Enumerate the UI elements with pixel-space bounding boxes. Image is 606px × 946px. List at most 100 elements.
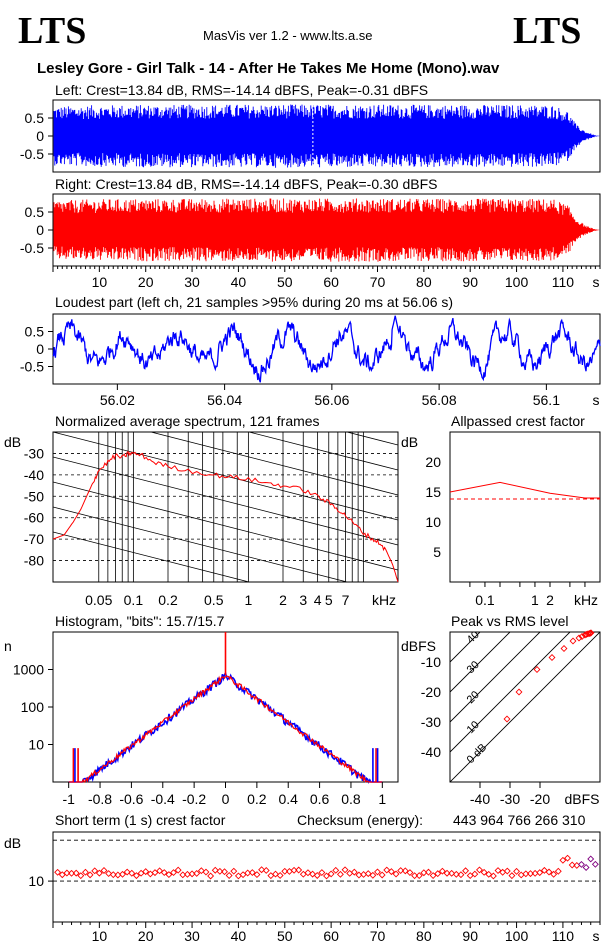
- xtick-label: 0.1: [124, 592, 144, 608]
- spectrum-slope-line: [247, 432, 398, 471]
- peak-rms-point: [533, 666, 541, 673]
- crest-point: [527, 870, 534, 878]
- crest-point: [554, 867, 562, 875]
- crest-point: [438, 867, 446, 875]
- xtick-label: 40: [231, 274, 247, 290]
- y-axis-label: dB: [401, 434, 418, 450]
- crest-point: [392, 870, 400, 878]
- xtick-label: -0.4: [151, 791, 175, 807]
- crest-point: [577, 860, 585, 868]
- ytick-label: -0.5: [20, 240, 44, 256]
- spectrum-slope-line: [53, 307, 398, 395]
- spectrum-ticks: dB-30 -40 -50 -60 -70 -80 0.05 0.1 0.2 0.5 1 2 3 4 5 7 k…: [4, 434, 396, 608]
- ytick-label: 15: [425, 484, 441, 500]
- x-unit-label: s: [593, 274, 600, 290]
- crest-point: [142, 868, 150, 876]
- left-waveform-trace: [53, 101, 601, 171]
- ytick-label: -60: [24, 510, 44, 526]
- xtick-label: -1: [62, 791, 75, 807]
- peak-vs-rms-frame: [449, 631, 601, 783]
- crest-point: [81, 868, 89, 876]
- crest-line-label: 10: [465, 719, 482, 736]
- waveform-samples: [53, 104, 601, 168]
- xtick-label: 2: [279, 592, 287, 608]
- crest-point: [336, 870, 344, 878]
- xtick-label: 90: [462, 928, 478, 944]
- xtick-label: 3: [299, 592, 307, 608]
- x-unit-label: s: [593, 928, 600, 944]
- crest-point: [550, 870, 558, 878]
- ytick-label: 0.5: [25, 324, 45, 340]
- spectrum-chart: dB-30 -40 -50 -60 -70 -80 0.05 0.1 0.2 0.5 1 2 3 4 5 7 k…: [4, 307, 399, 608]
- crest-point: [587, 855, 595, 863]
- crest-point: [374, 868, 381, 876]
- short-term-crest-title: Short term (1 s) crest factor: [55, 812, 226, 828]
- crest-line-label: 0 dB: [465, 742, 489, 766]
- crest-point: [503, 867, 511, 875]
- ytick-label: 0: [36, 128, 44, 144]
- peak-vs-rms-title: Peak vs RMS level: [451, 613, 569, 629]
- xtick-label: 4: [314, 592, 322, 608]
- right-waveform-title: Right: Crest=13.84 dB, RMS=-14.14 dBFS, …: [55, 176, 438, 192]
- waveform-xticks: 10 20 30 40 50 60 70 80 90 100 110 s: [52, 266, 601, 290]
- x-unit-label: kHz: [574, 592, 598, 608]
- crest-point: [63, 869, 71, 877]
- xtick-label: -0.6: [119, 791, 143, 807]
- ytick-label: 0.5: [25, 204, 45, 220]
- xtick-label: 20: [138, 928, 154, 944]
- crest-point: [109, 871, 117, 879]
- waveform-samples: [53, 198, 600, 262]
- crest-point: [170, 869, 177, 877]
- ytick-label: 0: [36, 341, 44, 357]
- crest-point: [258, 866, 266, 874]
- peak-rms-point: [569, 637, 577, 645]
- xtick-label: 5: [325, 592, 333, 608]
- xtick-label: 70: [370, 928, 386, 944]
- xtick-label: -30: [500, 791, 520, 807]
- crest-point: [429, 872, 437, 880]
- file-title: Lesley Gore - Girl Talk - 14 - After He …: [37, 60, 500, 77]
- spectrum-slope-line: [53, 481, 398, 571]
- loudest-part-line: [52, 315, 601, 383]
- crest-point: [230, 867, 238, 875]
- xtick-label: -0.2: [182, 791, 206, 807]
- short-term-crest-chart: dB 10 10 20 30 40 50 60 70 80 90 100 110 s: [4, 831, 601, 944]
- crest-point: [114, 871, 122, 879]
- xtick-label: 56.02: [100, 392, 135, 408]
- ytick-label: -30: [421, 714, 441, 730]
- spectrum-line: [52, 450, 399, 583]
- crest-point: [448, 869, 456, 877]
- xtick-label: 90: [462, 274, 478, 290]
- ytick-label: 10: [28, 873, 44, 889]
- crest-point: [564, 854, 572, 862]
- xtick-label: 56.04: [207, 392, 242, 408]
- crest-point: [425, 868, 432, 876]
- spectrum-grid: [53, 307, 398, 582]
- crest-point: [58, 871, 66, 879]
- allpassed-crest-chart: dB 20 15 10 5 0.1 1 2 kHz: [401, 431, 601, 608]
- xtick-label: 20: [138, 274, 154, 290]
- crest-point: [420, 869, 428, 877]
- xtick-label: 56.06: [314, 392, 349, 408]
- crest-point: [128, 869, 136, 877]
- xtick-label: 60: [323, 274, 339, 290]
- crest-point: [434, 870, 442, 878]
- xtick-label: -0.8: [88, 791, 112, 807]
- crest-point: [221, 868, 228, 876]
- allpassed-crest-frame: [449, 431, 601, 583]
- crest-line: [450, 632, 571, 753]
- crest-point: [476, 866, 483, 874]
- spectrum-slope-line: [53, 531, 251, 582]
- crest-point: [295, 866, 303, 874]
- crest-point: [253, 871, 261, 879]
- right-waveform-chart: 0.5 0 -0.5 10 20 30 40 50 60 70 80 90 100 110 s: [20, 193, 601, 290]
- crest-point: [119, 870, 126, 878]
- crest-point: [406, 869, 414, 877]
- crest-point: [387, 868, 395, 876]
- xtick-label: 0.8: [341, 791, 361, 807]
- peak-rms-point: [515, 688, 523, 696]
- x-unit-label: dBFS: [564, 791, 599, 807]
- crest-line-label: 20: [465, 689, 482, 706]
- ytick-label: 10: [28, 737, 44, 753]
- crest-point: [244, 869, 252, 877]
